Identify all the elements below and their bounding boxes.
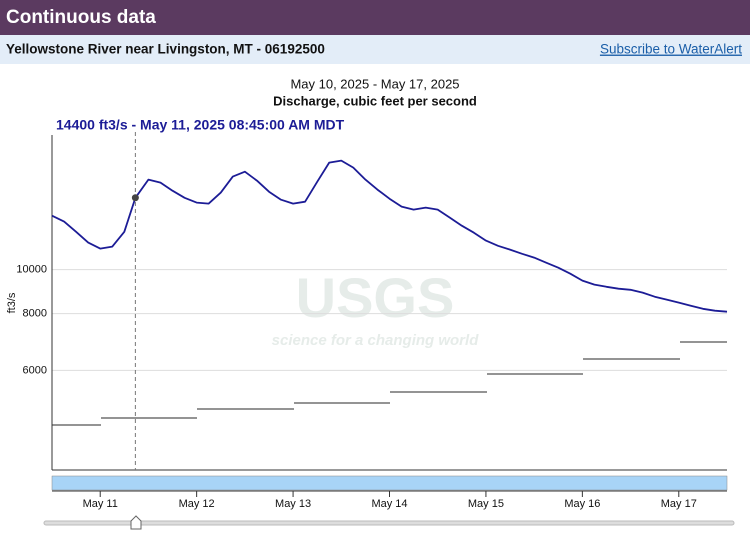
y-tick-label: 8000 xyxy=(23,308,47,320)
brush-track[interactable] xyxy=(51,475,728,491)
watermark-logo: USGS xyxy=(296,266,455,329)
x-tick-label: May 12 xyxy=(179,498,215,510)
x-tick-label: May 15 xyxy=(468,498,504,510)
x-tick-label: May 14 xyxy=(371,498,407,510)
header-title: Continuous data xyxy=(6,7,156,28)
header-bar xyxy=(0,0,750,35)
tooltip: 14400 ft3/s - May 11, 2025 08:45:00 AM M… xyxy=(56,117,345,133)
x-tick-label: May 11 xyxy=(83,498,118,510)
y-axis-label: ft3/s xyxy=(6,292,18,313)
series-line xyxy=(51,159,728,313)
site-bar xyxy=(0,35,750,64)
wateralert-link[interactable]: Subscribe to WaterAlert xyxy=(600,42,742,57)
chart-title: Discharge, cubic feet per second xyxy=(273,93,477,108)
slider-handle[interactable] xyxy=(130,515,142,530)
slider-track[interactable] xyxy=(43,520,735,526)
x-tick-label: May 16 xyxy=(564,498,600,510)
daily-steps xyxy=(52,341,727,426)
hover-point xyxy=(131,194,139,202)
watermark-tagline: science for a changing world xyxy=(272,332,480,349)
x-tick-label: May 17 xyxy=(661,498,697,510)
y-tick-label: 10000 xyxy=(16,264,47,276)
chart-subtitle: May 10, 2025 - May 17, 2025 xyxy=(290,76,459,91)
site-name: Yellowstone River near Livingston, MT - … xyxy=(6,42,325,57)
x-tick-label: May 13 xyxy=(275,498,311,510)
y-tick-label: 6000 xyxy=(23,364,47,376)
